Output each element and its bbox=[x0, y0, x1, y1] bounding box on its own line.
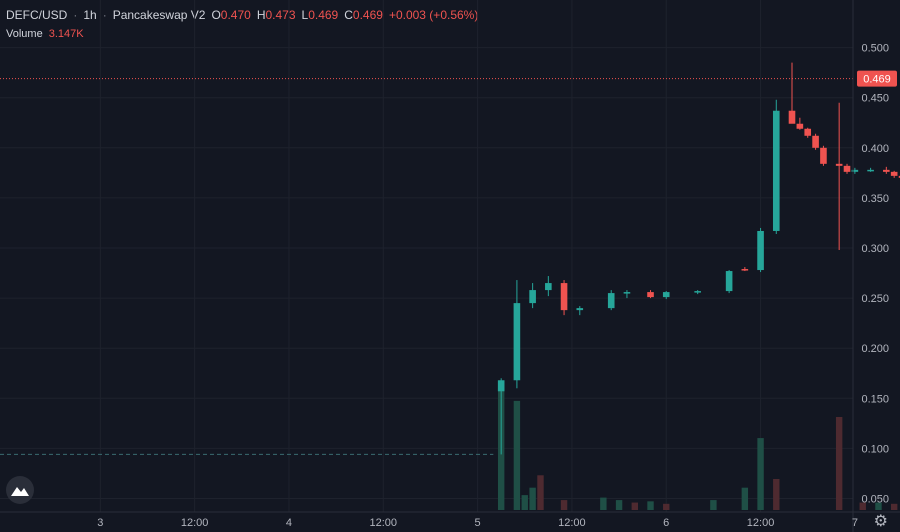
x-tick-label: 7 bbox=[852, 517, 858, 529]
y-tick-label: 0.050 bbox=[861, 494, 889, 506]
candle-body bbox=[835, 163, 843, 166]
y-tick-label: 0.400 bbox=[861, 143, 889, 155]
candle-body bbox=[497, 380, 505, 392]
volume-bar bbox=[875, 502, 882, 510]
symbol-label[interactable]: DEFC/USD bbox=[6, 8, 68, 22]
candle-body bbox=[607, 293, 615, 309]
candle-body bbox=[820, 147, 827, 164]
candle-body bbox=[725, 271, 733, 292]
tradingview-logo-icon[interactable] bbox=[6, 476, 34, 504]
candle-body bbox=[890, 171, 898, 176]
candle-body bbox=[694, 291, 701, 293]
candle-body bbox=[812, 135, 819, 148]
x-tick-label: 4 bbox=[286, 517, 292, 529]
candle-body bbox=[662, 292, 670, 298]
volume-bar bbox=[615, 500, 623, 510]
candle-body bbox=[796, 123, 804, 129]
y-tick-label: 0.300 bbox=[861, 243, 889, 255]
candle-body bbox=[576, 308, 584, 311]
y-tick-label: 0.250 bbox=[861, 293, 889, 305]
volume-bar bbox=[757, 438, 764, 510]
candle-body bbox=[804, 128, 812, 136]
x-tick-label: 5 bbox=[475, 517, 481, 529]
volume-bar bbox=[890, 503, 898, 510]
y-tick-label: 0.450 bbox=[861, 93, 889, 105]
y-tick-label: 0.350 bbox=[861, 193, 889, 205]
x-tick-label: 12:00 bbox=[747, 517, 775, 529]
volume-bar bbox=[631, 502, 638, 510]
volume-bar bbox=[835, 417, 843, 510]
volume-bar bbox=[521, 495, 528, 510]
candle-body bbox=[898, 175, 900, 178]
gear-icon[interactable]: ⚙ bbox=[873, 513, 888, 530]
last-price-label: 0.469 bbox=[863, 74, 891, 86]
x-tick-label: 6 bbox=[663, 517, 669, 529]
candle-body bbox=[560, 283, 568, 311]
candle-body bbox=[529, 290, 536, 304]
x-tick-label: 12:00 bbox=[370, 517, 398, 529]
volume-label: Volume bbox=[6, 28, 43, 40]
y-tick-label: 0.100 bbox=[861, 443, 889, 455]
volume-legend[interactable]: Volume 3.147K bbox=[6, 28, 84, 40]
chart-legend: DEFC/USD · 1h · Pancakeswap V2 O0.470 H0… bbox=[6, 8, 478, 22]
volume-bar bbox=[513, 400, 521, 510]
candle-body bbox=[545, 283, 552, 291]
ohlc-open: O0.470 bbox=[211, 8, 251, 22]
volume-bar bbox=[600, 497, 607, 510]
separator-dot: · bbox=[102, 8, 107, 22]
volume-bar bbox=[773, 479, 780, 510]
volume-value: 3.147K bbox=[48, 28, 84, 40]
last-price-tag bbox=[857, 70, 897, 87]
candle-body bbox=[757, 230, 764, 271]
candle-body bbox=[647, 292, 654, 298]
volume-bar bbox=[647, 501, 654, 510]
separator-dot: · bbox=[73, 8, 78, 22]
y-tick-label: 0.150 bbox=[861, 393, 889, 405]
candle-body bbox=[741, 269, 749, 271]
candle-body bbox=[867, 169, 874, 172]
candle-body bbox=[623, 292, 631, 294]
volume-bar bbox=[663, 503, 670, 510]
candle-body bbox=[513, 303, 521, 381]
x-tick-label: 12:00 bbox=[181, 517, 209, 529]
volume-bar bbox=[560, 500, 568, 510]
volume-bar bbox=[859, 502, 866, 510]
x-tick-label: 3 bbox=[97, 517, 103, 529]
y-tick-label: 0.500 bbox=[861, 43, 889, 55]
candle-body bbox=[772, 110, 780, 231]
x-tick-label: 12:00 bbox=[558, 517, 586, 529]
exchange-label: Pancakeswap V2 bbox=[112, 8, 206, 22]
ohlc-close: C0.469 bbox=[344, 8, 383, 22]
candle-body bbox=[788, 110, 796, 124]
interval-label[interactable]: 1h bbox=[83, 8, 97, 22]
y-tick-label: 0.200 bbox=[861, 343, 889, 355]
candle-body bbox=[883, 169, 890, 172]
ohlc-low: L0.469 bbox=[301, 8, 339, 22]
volume-bar bbox=[741, 487, 749, 510]
volume-bar bbox=[529, 487, 536, 510]
candle-body bbox=[843, 165, 851, 172]
ohlc-change: +0.003 (+0.56%) bbox=[388, 8, 479, 22]
candle-body bbox=[851, 169, 859, 172]
volume-bar bbox=[710, 500, 717, 510]
volume-bar bbox=[537, 475, 544, 510]
ohlc-high: H0.473 bbox=[256, 8, 296, 22]
